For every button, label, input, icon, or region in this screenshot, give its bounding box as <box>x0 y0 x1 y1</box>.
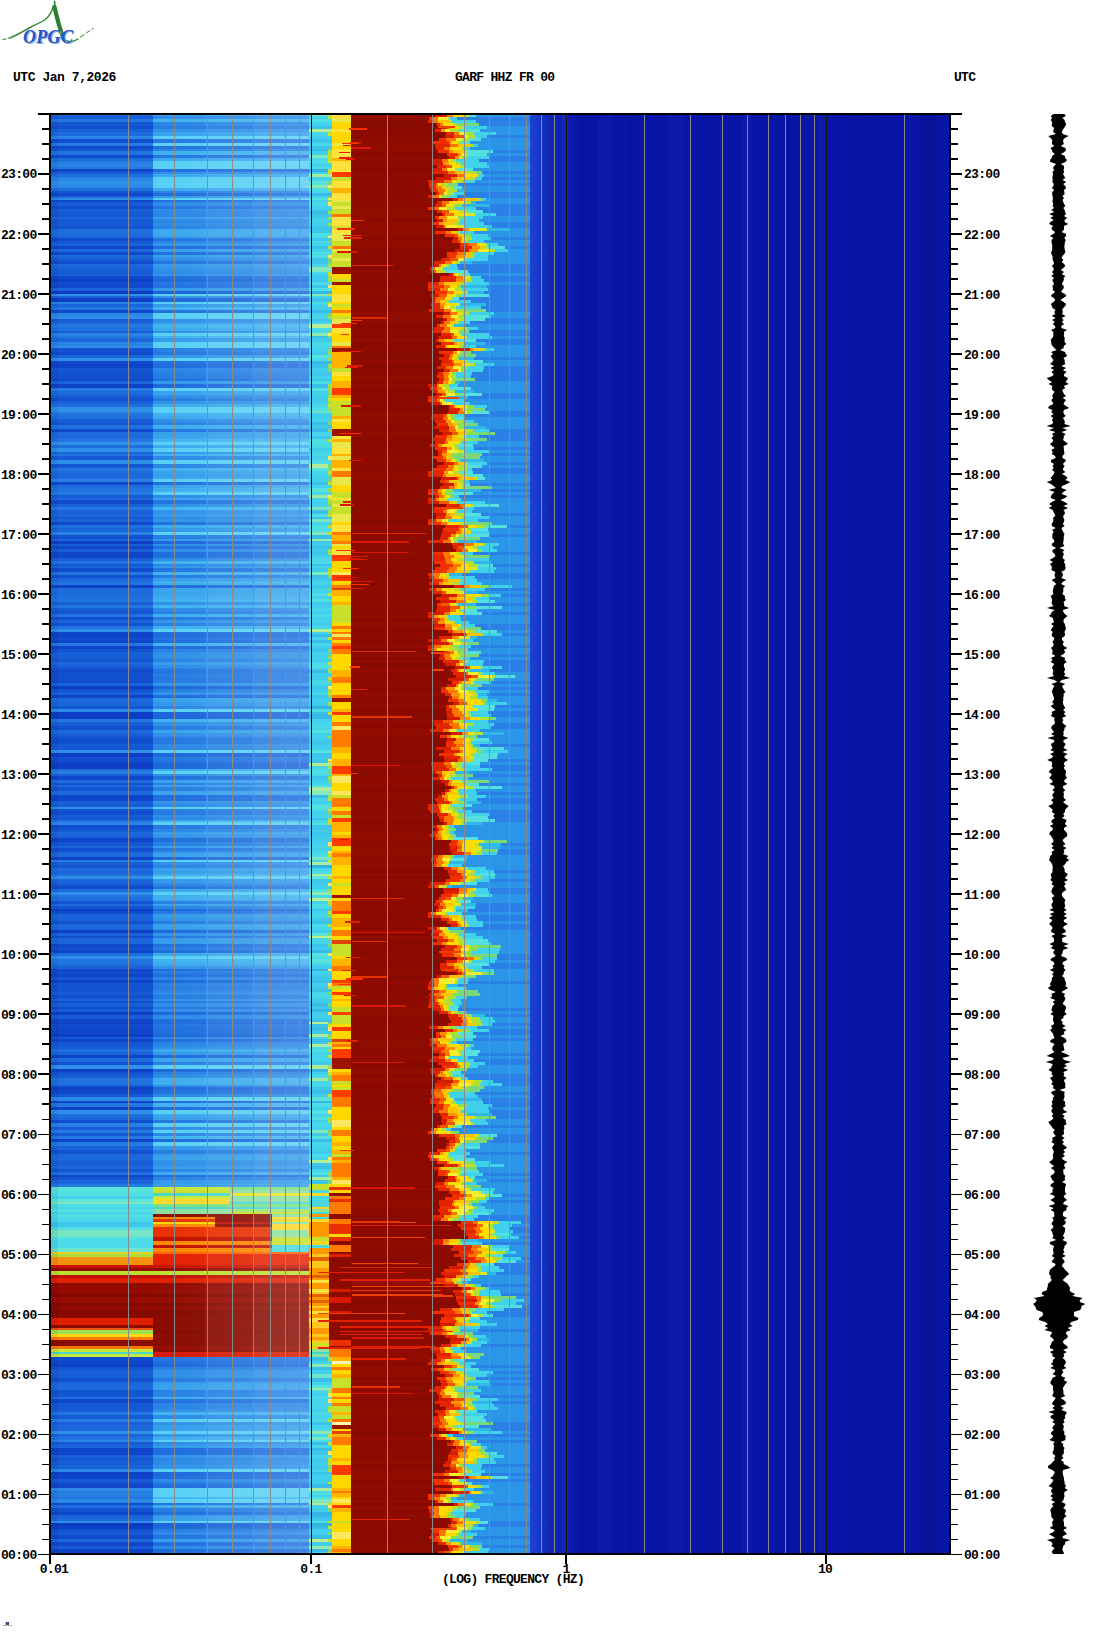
svg-text:01:00: 01:00 <box>1 1488 37 1503</box>
svg-text:23:00: 23:00 <box>1 167 37 182</box>
svg-text:UTC: UTC <box>954 70 976 85</box>
svg-text:12:00: 12:00 <box>1 828 37 843</box>
svg-text:05:00: 05:00 <box>964 1248 1000 1263</box>
svg-text:07:00: 07:00 <box>964 1128 1000 1143</box>
svg-text:00:00: 00:00 <box>964 1548 1000 1563</box>
svg-text:18:00: 18:00 <box>964 468 1000 483</box>
svg-text:22:00: 22:00 <box>1 228 37 243</box>
svg-text:01:00: 01:00 <box>964 1488 1000 1503</box>
svg-text:(LOG) FREQUENCY (HZ): (LOG) FREQUENCY (HZ) <box>442 1572 584 1587</box>
svg-text:17:00: 17:00 <box>964 528 1000 543</box>
svg-text:12:00: 12:00 <box>964 828 1000 843</box>
svg-text:16:00: 16:00 <box>1 588 37 603</box>
svg-text:06:00: 06:00 <box>964 1188 1000 1203</box>
svg-text:06:00: 06:00 <box>1 1188 37 1203</box>
svg-text:03:00: 03:00 <box>1 1368 37 1383</box>
svg-text:07:00: 07:00 <box>1 1128 37 1143</box>
svg-text:23:00: 23:00 <box>964 167 1000 182</box>
svg-text:00:00: 00:00 <box>1 1548 37 1563</box>
svg-text:21:00: 21:00 <box>1 288 37 303</box>
svg-text:15:00: 15:00 <box>964 648 1000 663</box>
svg-text:14:00: 14:00 <box>964 708 1000 723</box>
svg-text:04:00: 04:00 <box>1 1308 37 1323</box>
svg-text:15:00: 15:00 <box>1 648 37 663</box>
svg-text:OPGC: OPGC <box>23 27 74 47</box>
svg-text:10:00: 10:00 <box>1 948 37 963</box>
svg-text:16:00: 16:00 <box>964 588 1000 603</box>
svg-text:13:00: 13:00 <box>964 768 1000 783</box>
svg-text:10: 10 <box>818 1562 833 1577</box>
svg-text:17:00: 17:00 <box>1 528 37 543</box>
svg-text:08:00: 08:00 <box>964 1068 1000 1083</box>
svg-text:14:00: 14:00 <box>1 708 37 723</box>
svg-text:.M.: .M. <box>2 1621 13 1628</box>
svg-text:21:00: 21:00 <box>964 288 1000 303</box>
svg-text:10:00: 10:00 <box>964 948 1000 963</box>
svg-text:11:00: 11:00 <box>964 888 1000 903</box>
svg-text:0.1: 0.1 <box>300 1562 322 1577</box>
svg-text:22:00: 22:00 <box>964 228 1000 243</box>
svg-text:11:00: 11:00 <box>1 888 37 903</box>
svg-text:09:00: 09:00 <box>964 1008 1000 1023</box>
svg-text:02:00: 02:00 <box>964 1428 1000 1443</box>
svg-text:13:00: 13:00 <box>1 768 37 783</box>
svg-text:19:00: 19:00 <box>1 408 37 423</box>
svg-text:02:00: 02:00 <box>1 1428 37 1443</box>
svg-text:09:00: 09:00 <box>1 1008 37 1023</box>
svg-text:19:00: 19:00 <box>964 408 1000 423</box>
svg-text:04:00: 04:00 <box>964 1308 1000 1323</box>
svg-text:0.01: 0.01 <box>40 1562 69 1577</box>
svg-text:20:00: 20:00 <box>964 348 1000 363</box>
svg-text:03:00: 03:00 <box>964 1368 1000 1383</box>
svg-text:05:00: 05:00 <box>1 1248 37 1263</box>
svg-text:08:00: 08:00 <box>1 1068 37 1083</box>
svg-text:UTC Jan 7,2026: UTC Jan 7,2026 <box>13 70 117 85</box>
svg-text:18:00: 18:00 <box>1 468 37 483</box>
svg-text:GARF HHZ FR 00: GARF HHZ FR 00 <box>455 70 555 85</box>
svg-text:20:00: 20:00 <box>1 348 37 363</box>
